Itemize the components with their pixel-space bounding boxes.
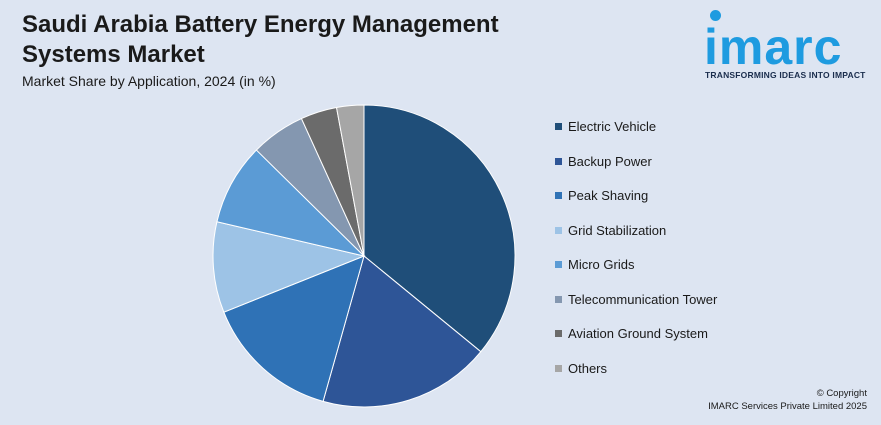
legend-label: Backup Power xyxy=(568,153,652,169)
copyright: © Copyright IMARC Services Private Limit… xyxy=(708,387,867,413)
pie-slice-electric-vehicle xyxy=(363,104,516,353)
logo-tagline: TRANSFORMING IDEAS INTO IMPACT xyxy=(705,70,866,80)
legend-label: Micro Grids xyxy=(568,257,635,272)
legend-label: Grid Stabilization xyxy=(568,222,667,238)
legend-label: Others xyxy=(568,360,608,376)
legend-swatch xyxy=(555,295,562,303)
pie-slice-grid-stabilization xyxy=(212,221,366,313)
pie-slice-backup-power xyxy=(322,255,482,408)
logo-word: imarc xyxy=(704,19,843,75)
chart-title: Saudi Arabia Battery Energy Management S… xyxy=(22,11,499,68)
legend-swatch xyxy=(555,226,562,234)
copyright-line-1: © Copyright xyxy=(816,388,867,399)
chart-subtitle: Market Share by Application, 2024 (in %) xyxy=(22,73,276,89)
legend-swatch xyxy=(555,261,562,268)
legend-label: Telecommunication Tower xyxy=(568,291,718,307)
copyright-line-2: IMARC Services Private Limited 2025 xyxy=(708,401,867,412)
pie-slice-others xyxy=(335,104,365,257)
legend-swatch xyxy=(555,192,562,199)
pie-slice-peak-shaving xyxy=(223,255,365,402)
legend-label: Aviation Ground System xyxy=(568,326,708,341)
legend-label: Electric Vehicle xyxy=(568,119,657,134)
legend-swatch xyxy=(555,330,562,337)
legend-label: Peak Shaving xyxy=(568,188,649,203)
imarc-logo: imarc TRANSFORMING IDEAS INTO IMPACT xyxy=(704,8,874,84)
legend-swatch xyxy=(555,157,562,165)
legend-swatch xyxy=(555,364,562,372)
logo-dot-icon xyxy=(710,10,721,21)
legend-swatch xyxy=(555,123,562,130)
pie-slice-micro-grids xyxy=(216,149,366,257)
